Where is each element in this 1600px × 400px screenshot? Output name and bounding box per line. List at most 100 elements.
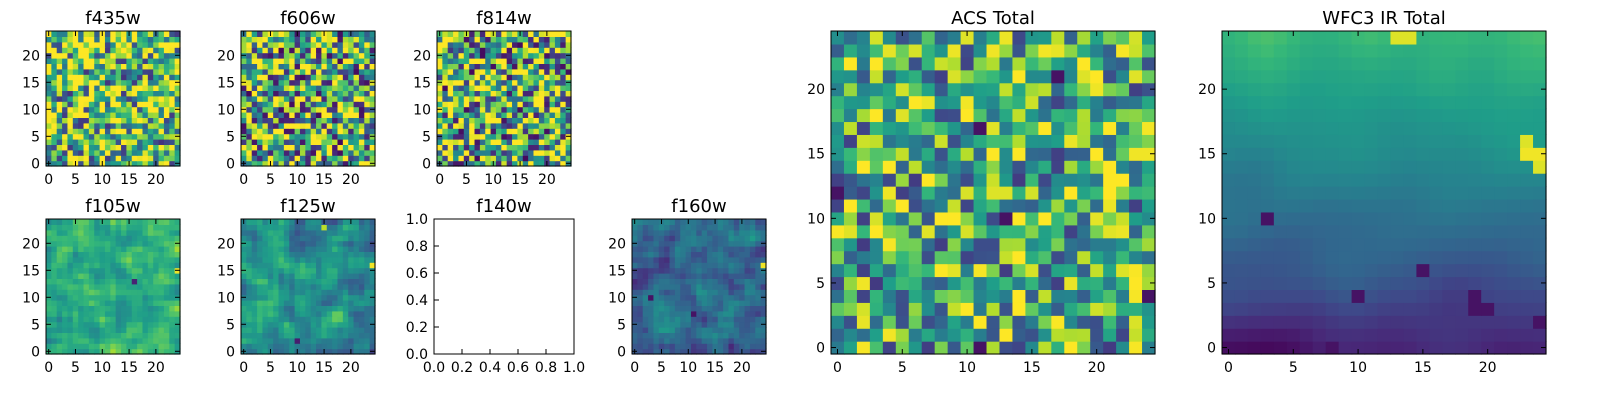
f435w-cell	[88, 36, 95, 43]
f606w-cell	[332, 101, 339, 108]
f606w-cell	[257, 144, 264, 151]
f606w-cell	[353, 122, 360, 129]
f160w-cell	[701, 337, 708, 344]
f606w-cell	[273, 95, 280, 102]
f105w-cell	[169, 332, 176, 339]
acs_total-cell	[921, 289, 936, 303]
f125w-cell	[278, 267, 285, 274]
f435w-cell	[137, 144, 144, 151]
acs_total-cell	[1038, 237, 1052, 252]
wfc3_ir_total-cell	[1455, 328, 1469, 342]
f160w-cell	[755, 289, 762, 296]
f606w-cell	[316, 41, 322, 48]
f160w-cell	[744, 273, 751, 279]
f814w-cell	[447, 90, 454, 97]
f105w-cell	[153, 294, 160, 301]
f814w-cell	[469, 128, 476, 135]
acs_total-cell	[921, 31, 936, 45]
f435w-cell	[104, 63, 111, 70]
f606w-cell	[241, 63, 247, 70]
f814w-cell	[463, 63, 470, 70]
f435w-cell	[126, 95, 133, 102]
f160w-cell	[653, 327, 660, 333]
wfc3_ir_total-cell	[1468, 173, 1482, 187]
f606w-cell	[283, 79, 290, 86]
acs_total-cell	[1064, 108, 1078, 123]
f435w-cell	[83, 47, 90, 54]
f435w-cell	[56, 155, 63, 162]
f814w-cell	[447, 63, 454, 70]
f125w-cell	[358, 256, 365, 263]
f105w-cell	[131, 289, 138, 296]
f105w-cell	[56, 229, 63, 236]
f606w-cell	[358, 139, 365, 145]
wfc3_ir_total-cell	[1416, 328, 1430, 342]
f125w-cell	[262, 273, 269, 279]
f606w-cell	[326, 95, 333, 102]
f814w-cell	[437, 47, 443, 54]
f606w-cell	[283, 41, 290, 48]
f160w-cell	[717, 240, 724, 247]
f814w-cell	[560, 36, 567, 43]
f105w-cell	[163, 283, 170, 290]
wfc3_ir_total-cell	[1507, 263, 1521, 278]
f435w-cell	[126, 106, 133, 113]
acs_total-cell	[1012, 328, 1026, 342]
wfc3_ir_total-cell	[1377, 328, 1392, 342]
f125w-cell	[278, 262, 285, 269]
f606w-cell	[257, 68, 264, 75]
f160w-cell	[728, 289, 735, 296]
f606w-cell	[267, 128, 274, 135]
f125w-cell	[369, 219, 376, 225]
wfc3_ir_total-cell	[1234, 160, 1249, 174]
f606w-cell	[262, 95, 269, 102]
f105w-cell	[72, 251, 79, 258]
f606w-cell	[246, 101, 253, 108]
f435w-cell	[104, 79, 111, 86]
f814w-cell	[506, 112, 513, 118]
f105w-cell	[88, 251, 95, 258]
acs_total-cell	[895, 56, 910, 71]
f814w-cell	[485, 63, 492, 70]
f814w-cell	[506, 85, 513, 91]
f125w-cell	[262, 283, 269, 290]
f125w-cell	[299, 332, 306, 339]
f105w-cell	[169, 219, 176, 225]
f125w-cell	[321, 294, 328, 301]
f125w-cell	[278, 251, 285, 258]
f125w-cell	[310, 332, 317, 339]
f814w-cell	[517, 63, 524, 70]
f105w-cell	[88, 235, 95, 242]
f814w-cell	[533, 95, 540, 102]
f814w-cell	[533, 117, 540, 124]
f105w-cell	[174, 273, 181, 279]
f160w-cell	[658, 235, 665, 242]
f435w-cell	[94, 112, 101, 118]
wfc3_ir_total-cell	[1273, 328, 1288, 342]
f814w-cell	[495, 36, 502, 43]
wfc3_ir_total-cell	[1455, 341, 1469, 355]
wfc3_ir_total-cell	[1299, 186, 1314, 200]
f125w-cell	[337, 300, 344, 306]
f105w-cell	[169, 251, 176, 258]
f125w-cell	[364, 256, 371, 263]
f814w-cell	[512, 133, 518, 140]
f606w-cell	[294, 79, 301, 86]
f160w-cell	[685, 262, 692, 269]
wfc3_ir_total-cell	[1455, 315, 1469, 329]
f160w-cell	[755, 300, 762, 306]
acs_total-cell	[895, 224, 910, 239]
wfc3_ir_total-cell	[1481, 302, 1495, 316]
f160w-cell	[760, 283, 767, 290]
f125w-cell	[358, 348, 365, 355]
f814w-cell	[522, 149, 529, 156]
acs_total-cell	[1142, 108, 1156, 123]
f105w-cell	[72, 343, 79, 350]
f814w-cell	[506, 63, 513, 70]
f435w-cell	[131, 144, 138, 151]
f160w-cell	[723, 251, 730, 258]
f160w-cell	[664, 219, 671, 225]
f435w-cell	[83, 106, 90, 113]
f606w-cell	[326, 106, 333, 113]
f606w-cell	[257, 112, 264, 118]
